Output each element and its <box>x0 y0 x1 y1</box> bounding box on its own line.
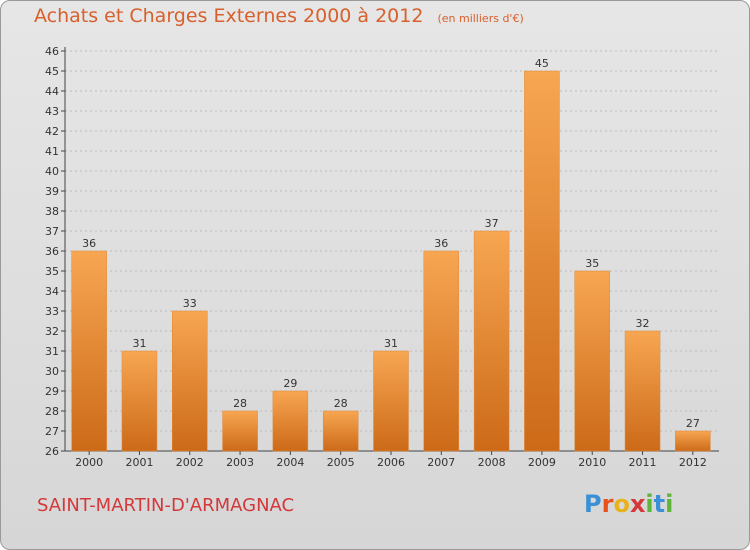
data-label-2008: 37 <box>485 217 499 230</box>
y-tick-label: 45 <box>45 65 59 78</box>
logo-letter: r <box>601 490 614 518</box>
x-tick-label: 2007 <box>427 456 455 469</box>
y-tick-label: 44 <box>45 85 59 98</box>
bar-2004 <box>272 390 309 452</box>
bar-2007 <box>423 250 460 452</box>
chart-title: Achats et Charges Externes 2000 à 2012 <box>34 5 424 27</box>
y-tick-label: 42 <box>45 125 59 138</box>
bar-2005 <box>322 410 359 452</box>
data-label-2006: 31 <box>384 337 398 350</box>
data-label-2001: 31 <box>132 337 146 350</box>
data-label-2012: 27 <box>686 417 700 430</box>
data-label-2005: 28 <box>334 397 348 410</box>
bar-2009 <box>524 70 560 452</box>
y-tick-label: 43 <box>45 105 59 118</box>
y-tick-label: 34 <box>45 285 59 298</box>
logo-letter: i <box>645 490 654 518</box>
data-label-2004: 29 <box>283 377 297 390</box>
data-label-2003: 28 <box>233 397 247 410</box>
logo-letter: x <box>629 490 646 518</box>
x-tick-label: 2002 <box>176 456 204 469</box>
y-tick-label: 40 <box>45 165 59 178</box>
y-tick-label: 41 <box>45 145 59 158</box>
x-tick-label: 2011 <box>629 456 657 469</box>
y-tick-label: 39 <box>45 185 59 198</box>
bar-2000 <box>71 250 107 452</box>
logo-letter: t <box>653 490 666 518</box>
data-label-2007: 36 <box>434 237 448 250</box>
x-tick-label: 2005 <box>327 456 355 469</box>
y-tick-label: 38 <box>45 205 59 218</box>
x-tick-label: 2004 <box>276 456 304 469</box>
y-tick-label: 33 <box>45 305 59 318</box>
bar-2003 <box>222 410 258 452</box>
y-tick-label: 35 <box>45 265 59 278</box>
bar-2001 <box>121 350 158 452</box>
x-tick-label: 2003 <box>226 456 254 469</box>
data-label-2011: 32 <box>636 317 650 330</box>
logo-letter: P <box>584 490 602 518</box>
y-tick-label: 46 <box>45 45 59 58</box>
x-tick-label: 2001 <box>125 456 153 469</box>
x-tick-label: 2012 <box>679 456 707 469</box>
axes: 26 27 28 29 30 31 32 33 34 35 36 37 38 39 40 41 42 43 44 45… <box>45 45 719 469</box>
logo-letter: o <box>613 490 630 518</box>
x-tick-label: 2000 <box>75 456 103 469</box>
x-tick-label: 2008 <box>478 456 506 469</box>
bar-2011 <box>624 330 661 452</box>
title-row: Achats et Charges Externes 2000 à 2012 (… <box>34 5 524 27</box>
y-tick-label: 27 <box>45 425 59 438</box>
bar-2002 <box>172 310 208 452</box>
y-tick-label: 29 <box>45 385 59 398</box>
commune-name: SAINT-MARTIN-D'ARMAGNAC <box>37 495 295 516</box>
data-label-2009: 45 <box>535 57 549 70</box>
y-tick-label: 36 <box>45 245 59 258</box>
x-tick-label: 2009 <box>528 456 556 469</box>
bar-2008 <box>473 230 510 452</box>
y-tick-label: 26 <box>45 445 59 458</box>
logo-letter: i <box>665 490 674 518</box>
x-tick-label: 2006 <box>377 456 405 469</box>
bar-2012 <box>675 430 711 452</box>
y-tick-label: 37 <box>45 225 59 238</box>
bar-2006 <box>373 350 409 452</box>
y-tick-label: 30 <box>45 365 59 378</box>
data-label-2000: 36 <box>82 237 96 250</box>
data-label-2002: 33 <box>183 297 197 310</box>
bar-2010 <box>574 270 610 452</box>
y-tick-label: 28 <box>45 405 59 418</box>
unit-label: (en milliers d'€) <box>437 12 524 25</box>
data-label-2010: 35 <box>585 257 599 270</box>
y-tick-label: 32 <box>45 325 59 338</box>
proxiti-logo[interactable]: Proxiti <box>584 490 673 518</box>
data-labels: 36 31 33 28 29 28 31 36 37 45 35 32 27 <box>82 57 700 430</box>
x-tick-label: 2010 <box>578 456 606 469</box>
y-tick-label: 31 <box>45 345 59 358</box>
bars <box>71 70 711 452</box>
